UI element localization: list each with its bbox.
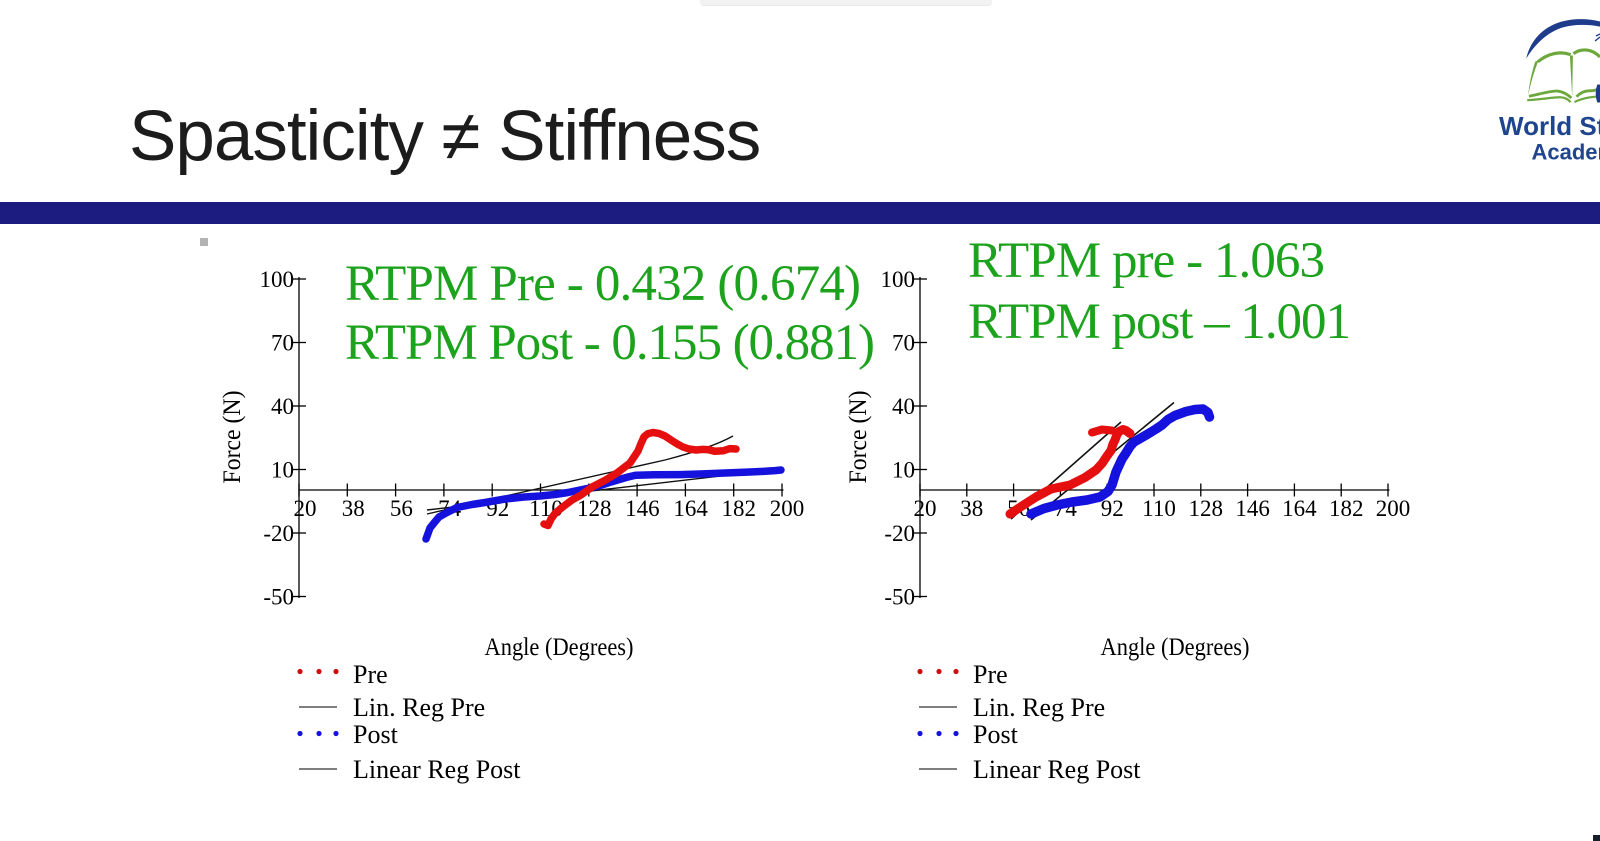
svg-text:RTPM pre - 1.063: RTPM pre - 1.063 bbox=[968, 233, 1325, 289]
svg-text:Force (N): Force (N) bbox=[843, 391, 872, 484]
svg-text:182: 182 bbox=[1329, 496, 1364, 521]
svg-text:Pre: Pre bbox=[353, 660, 388, 689]
svg-text:110: 110 bbox=[1142, 496, 1176, 521]
svg-text:-20: -20 bbox=[263, 521, 294, 546]
svg-text:Pre: Pre bbox=[973, 660, 1008, 689]
svg-text:Post: Post bbox=[353, 720, 399, 749]
svg-text:World Stroke: World Stroke bbox=[1499, 111, 1600, 141]
svg-text:128: 128 bbox=[1189, 496, 1224, 521]
svg-text:200: 200 bbox=[1376, 496, 1411, 521]
svg-text:56: 56 bbox=[390, 496, 413, 521]
svg-text:164: 164 bbox=[1282, 496, 1317, 521]
svg-text:RTPM Post - 0.155 (0.881): RTPM Post - 0.155 (0.881) bbox=[345, 315, 875, 371]
svg-text:RTPM post – 1.001: RTPM post – 1.001 bbox=[968, 294, 1351, 350]
svg-text:RTPM Pre - 0.432 (0.674): RTPM Pre - 0.432 (0.674) bbox=[345, 256, 861, 312]
svg-text:Linear Reg Post: Linear Reg Post bbox=[973, 755, 1141, 784]
svg-text:40: 40 bbox=[892, 394, 915, 419]
svg-text:Lin. Reg Pre: Lin. Reg Pre bbox=[973, 693, 1105, 722]
svg-text:70: 70 bbox=[271, 331, 294, 356]
svg-text:100: 100 bbox=[881, 267, 916, 292]
svg-text:-50: -50 bbox=[884, 585, 915, 610]
svg-text:38: 38 bbox=[342, 496, 365, 521]
svg-text:-20: -20 bbox=[884, 521, 915, 546]
svg-text:Post: Post bbox=[973, 720, 1019, 749]
svg-text:Angle (Degrees): Angle (Degrees) bbox=[1101, 632, 1250, 661]
svg-text:Force (N): Force (N) bbox=[217, 391, 246, 484]
svg-text:10: 10 bbox=[271, 458, 294, 483]
svg-text:20: 20 bbox=[294, 496, 317, 521]
svg-text:70: 70 bbox=[892, 331, 915, 356]
svg-text:Academy: Academy bbox=[1532, 139, 1600, 164]
svg-text:128: 128 bbox=[577, 496, 612, 521]
svg-text:92: 92 bbox=[1101, 496, 1124, 521]
svg-text:Linear Reg Post: Linear Reg Post bbox=[353, 755, 521, 784]
svg-text:38: 38 bbox=[960, 496, 983, 521]
svg-text:200: 200 bbox=[770, 496, 805, 521]
svg-text:182: 182 bbox=[722, 496, 757, 521]
svg-text:100: 100 bbox=[260, 267, 295, 292]
svg-text:146: 146 bbox=[1235, 496, 1270, 521]
svg-text:Lin. Reg Pre: Lin. Reg Pre bbox=[353, 693, 485, 722]
svg-text:146: 146 bbox=[625, 496, 660, 521]
svg-text:10: 10 bbox=[892, 458, 915, 483]
svg-text:40: 40 bbox=[271, 394, 294, 419]
svg-text:164: 164 bbox=[673, 496, 708, 521]
svg-text:-50: -50 bbox=[263, 585, 294, 610]
svg-text:20: 20 bbox=[914, 496, 937, 521]
svg-text:Angle (Degrees): Angle (Degrees) bbox=[485, 632, 634, 661]
